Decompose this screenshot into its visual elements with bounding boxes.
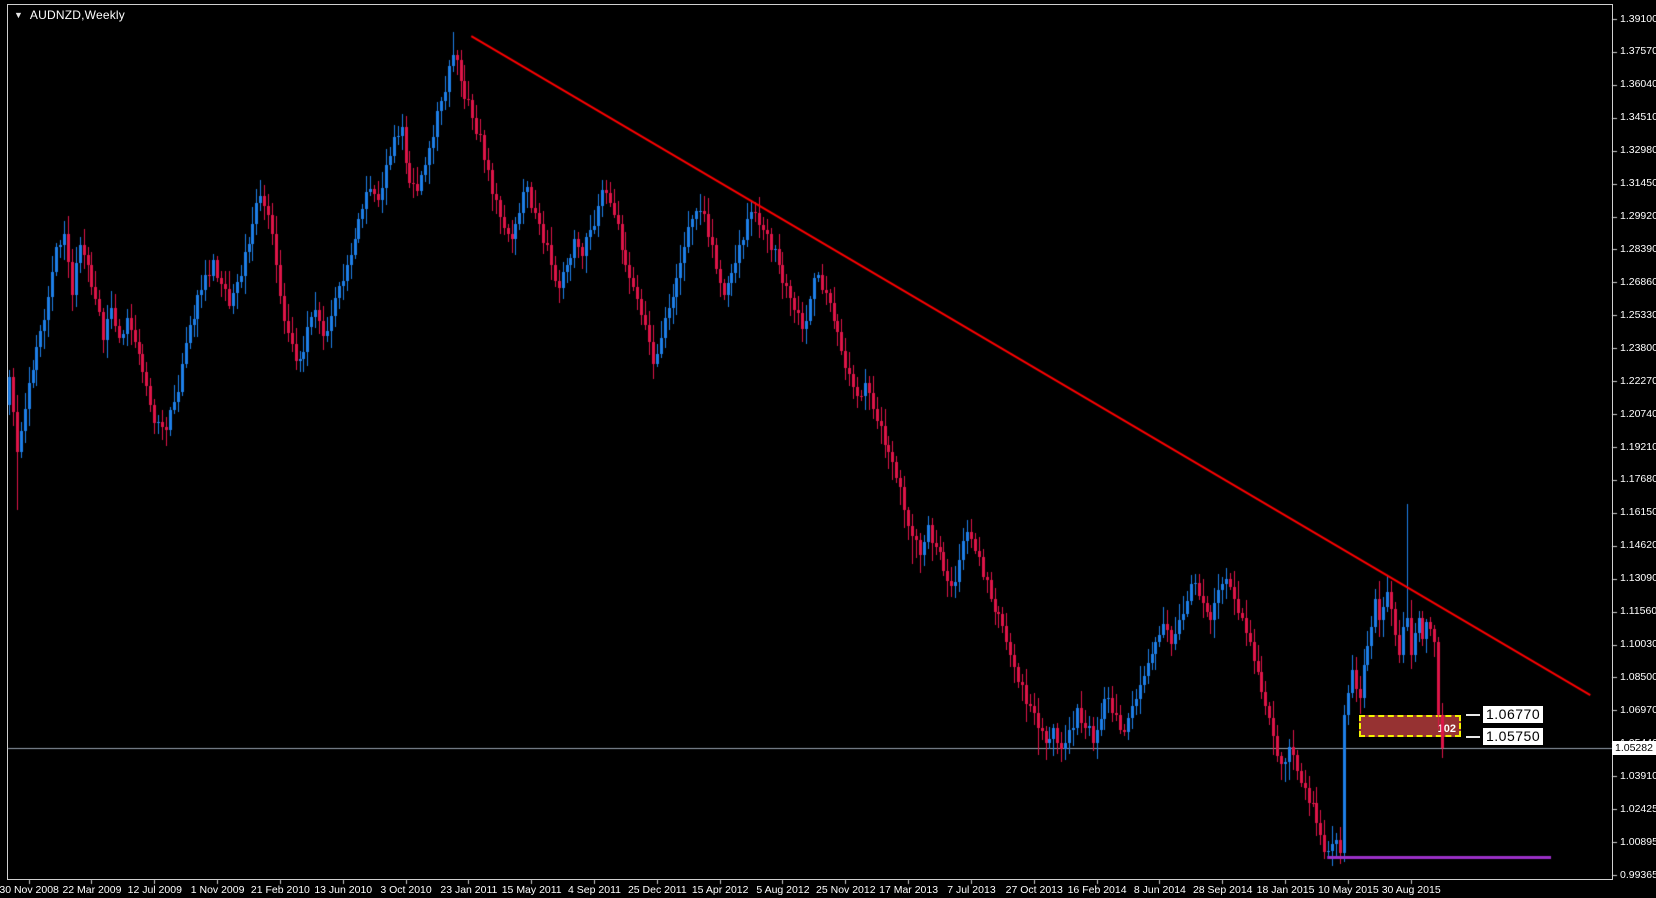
- zone-bottom-price-label[interactable]: 1.05750: [1482, 727, 1545, 746]
- chart-title: AUDNZD,Weekly: [29, 8, 125, 22]
- current-price-label: 1.05282: [1612, 741, 1656, 755]
- chart-dropdown-icon[interactable]: ▼: [14, 10, 23, 20]
- chart-title-bar: ▼ AUDNZD,Weekly: [14, 8, 125, 22]
- price-label-connector: [1466, 714, 1480, 716]
- zone-top-price-label[interactable]: 1.06770: [1482, 705, 1545, 724]
- price-label-connector: [1466, 736, 1480, 738]
